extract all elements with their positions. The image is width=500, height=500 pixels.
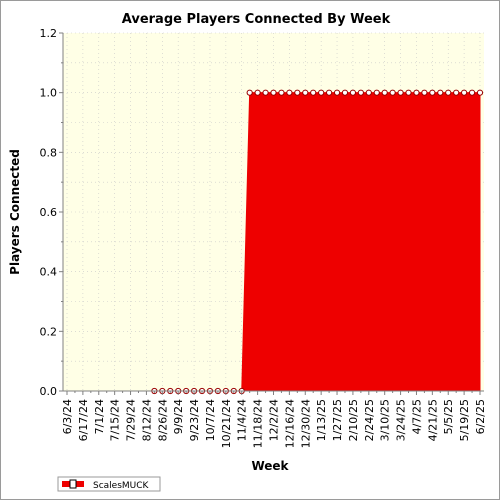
x-tick-label: 5/5/25 [442,399,455,434]
y-axis-label: Players Connected [8,149,22,275]
x-tick-labels: 6/3/24 6/17/24 7/1/24 7/15/24 7/29/24 8/12/24… [61,399,487,448]
data-point-marker [365,89,372,96]
x-tick-label: 8/26/24 [156,399,169,441]
x-tick-label: 6/3/24 [61,399,74,434]
y-tick-label: 0.8 [40,146,58,159]
data-point-marker [429,89,436,96]
data-point-marker [413,89,420,96]
data-point-marker [453,89,460,96]
data-point-marker [246,89,253,96]
x-tick-label: 4/7/25 [410,399,423,434]
x-tick-label: 5/19/25 [458,399,471,441]
x-tick-label: 7/29/24 [125,399,138,441]
data-point-marker [357,89,364,96]
data-point-marker [437,89,444,96]
y-tick-label: 1.0 [40,87,58,100]
data-point-marker [286,89,293,96]
data-point-marker [389,89,396,96]
legend: ScalesMUCK [57,476,161,492]
x-tick-label: 8/12/24 [140,399,153,441]
data-point-marker [445,89,452,96]
y-tick-label: 0.4 [40,266,58,279]
data-point-marker [341,89,349,96]
data-point-marker [318,89,325,96]
legend-box [57,476,161,492]
x-tick-label: 4/21/25 [426,399,439,441]
data-point-marker [476,89,484,96]
x-tick-label: 3/24/25 [395,399,408,441]
x-tick-label: 11/18/24 [252,399,265,448]
x-tick-label: 2/10/25 [347,399,360,441]
axes [59,32,484,395]
y-tick-label: 0.6 [40,206,58,219]
x-tick-label: 9/9/24 [172,399,185,434]
x-tick-label: 12/16/24 [283,399,296,448]
x-tick-label: 7/1/24 [93,399,106,434]
data-point-marker [294,89,301,96]
data-point-marker [461,89,468,96]
data-point-marker [421,89,428,96]
data-point-marker [373,89,380,96]
x-tick-label: 9/23/24 [188,399,201,441]
data-point-marker [270,89,277,96]
x-tick-label: 11/4/24 [236,399,249,441]
data-point-marker [278,89,285,96]
x-tick-label: 3/10/25 [379,399,392,441]
data-point-marker [254,89,261,96]
x-tick-label: 6/2/25 [474,399,487,434]
data-point-marker [468,89,476,96]
y-tick-labels: 0.0 0.2 0.4 0.6 0.8 1.0 1.2 [40,27,58,398]
x-tick-label: 12/2/24 [268,399,281,441]
y-tick-label: 1.2 [40,27,58,40]
data-point-marker [349,89,357,96]
x-axis-label: Week [251,459,289,473]
data-point-marker [302,89,309,96]
x-tick-label: 2/24/25 [363,399,376,441]
x-tick-label: 7/15/24 [109,399,122,441]
data-point-marker [333,89,341,96]
chart-title: Average Players Connected By Week [122,12,391,27]
x-tick-label: 6/17/24 [77,399,90,441]
data-point-marker [381,89,388,96]
x-tick-label: 1/27/25 [331,399,344,441]
legend-marker [69,479,77,489]
data-point-marker [262,89,269,96]
data-point-marker [310,89,317,96]
x-tick-label: 10/21/24 [220,399,233,448]
data-point-marker [325,89,333,96]
x-tick-label: 12/30/24 [299,399,312,448]
y-tick-label: 0.2 [40,325,58,338]
data-point-marker [397,89,404,96]
x-tick-label: 10/7/24 [204,399,217,441]
y-tick-label: 0.0 [40,385,58,398]
data-point-marker [405,89,412,96]
legend-label-scalesmuck: ScalesMUCK [93,481,150,491]
x-tick-label: 1/13/25 [315,399,328,441]
